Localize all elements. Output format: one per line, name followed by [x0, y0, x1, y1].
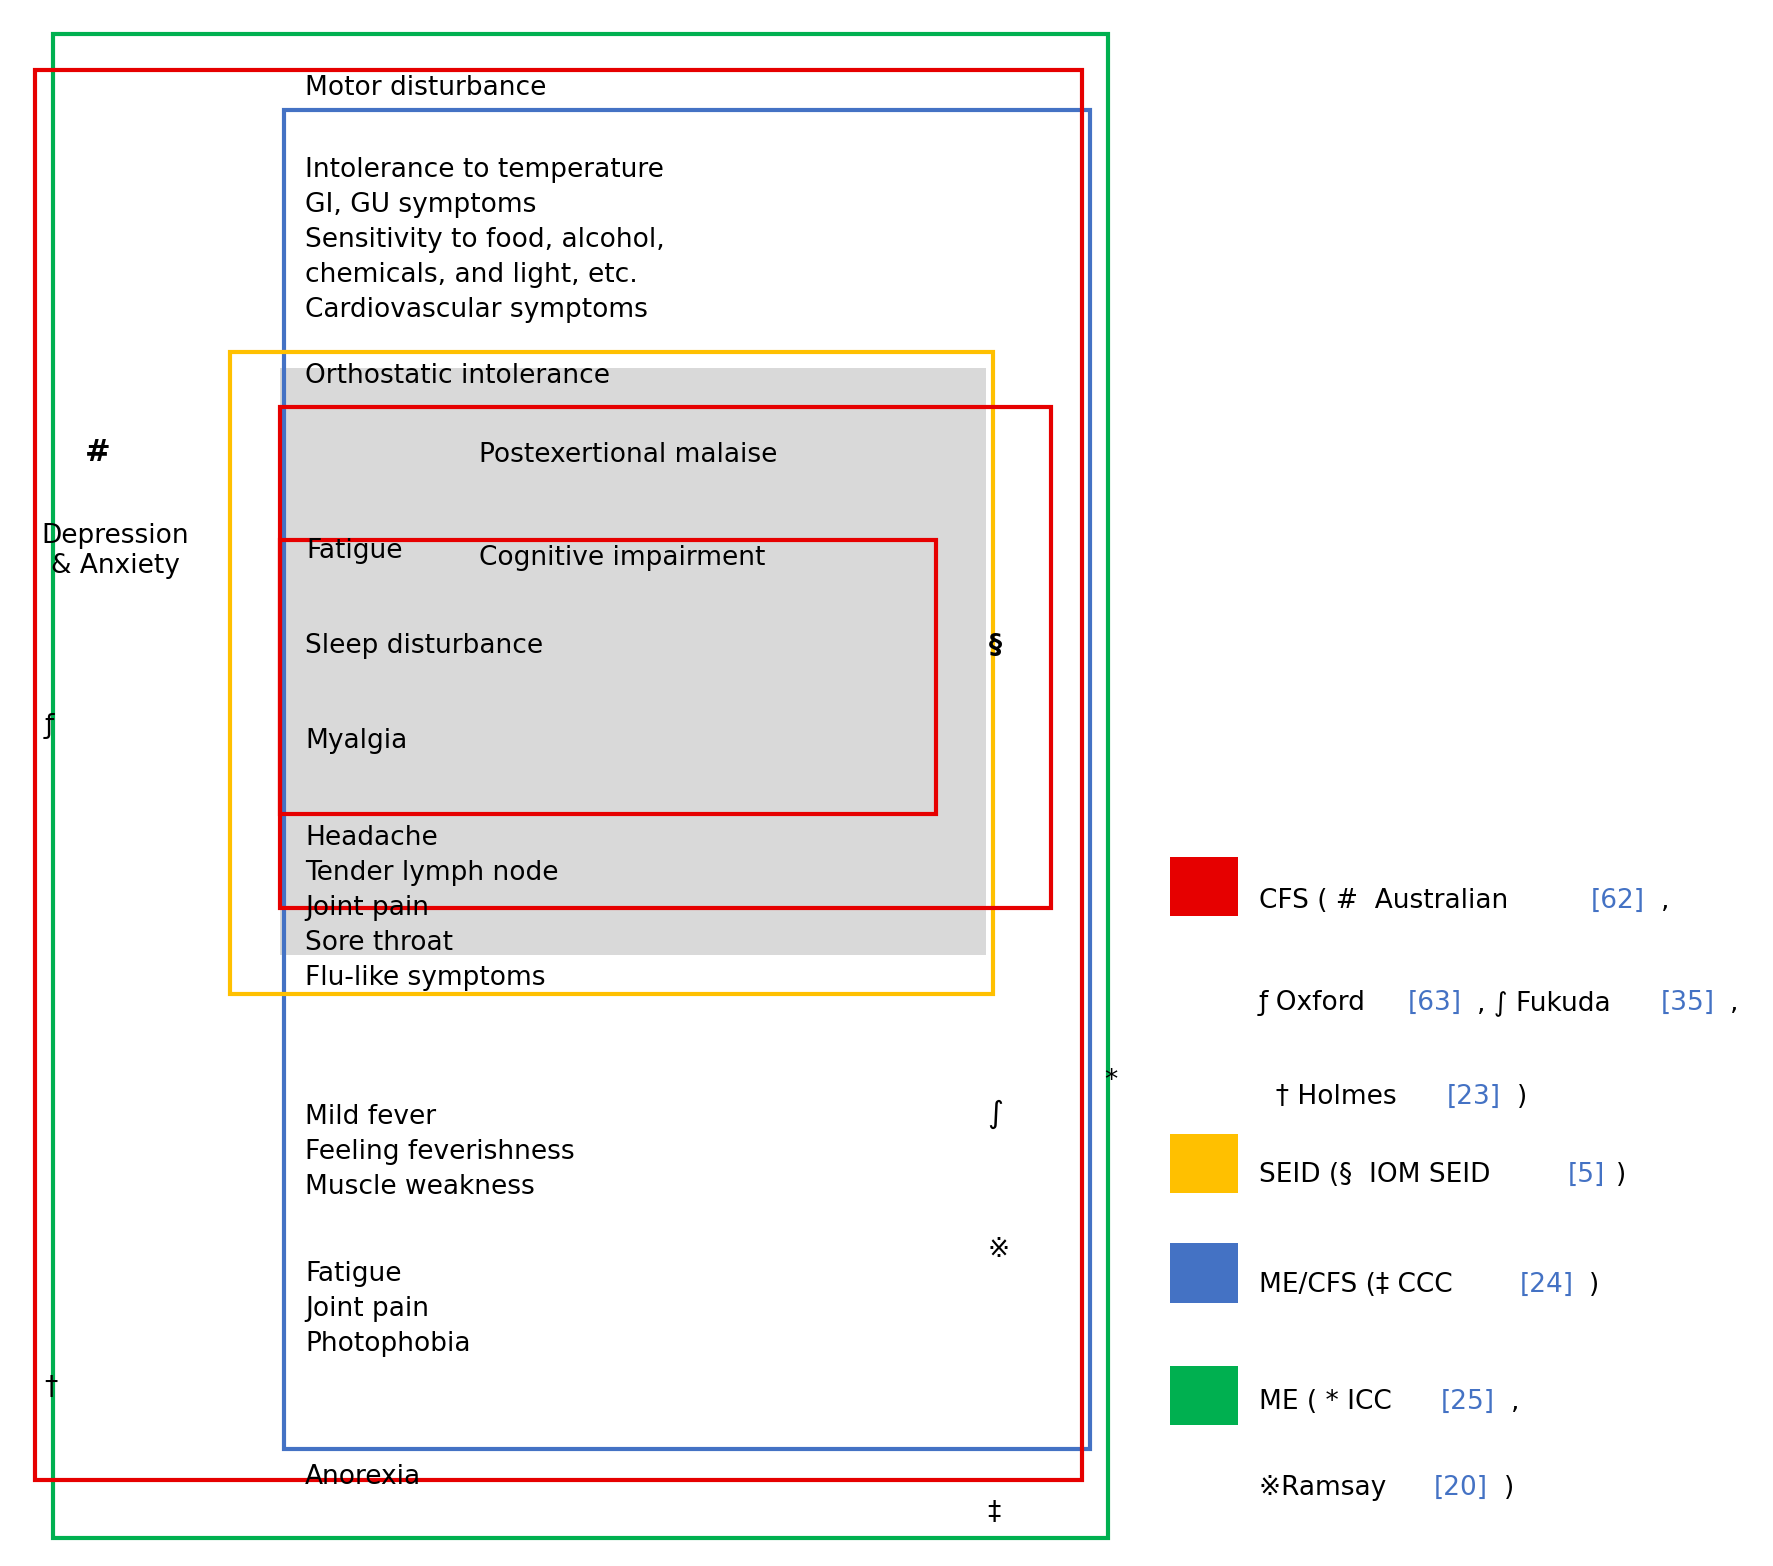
Text: Postexertional malaise: Postexertional malaise	[479, 442, 777, 468]
Text: Motor disturbance: Motor disturbance	[305, 75, 546, 102]
Text: †: †	[44, 1375, 57, 1402]
Text: ,: ,	[1661, 888, 1670, 915]
Bar	[1170, 1366, 1238, 1425]
Text: ‡: ‡	[988, 1500, 1000, 1527]
Text: [24]: [24]	[1519, 1272, 1573, 1298]
Text: §: §	[989, 633, 1002, 659]
Text: , ∫ Fukuda: , ∫ Fukuda	[1477, 990, 1619, 1016]
Text: ※Ramsay: ※Ramsay	[1259, 1475, 1394, 1502]
Bar	[284, 110, 1090, 1449]
Text: [5]: [5]	[1567, 1162, 1605, 1189]
Text: ): )	[1589, 1272, 1599, 1298]
Bar	[1170, 1243, 1238, 1303]
Text: CFS ( #  Australian: CFS ( # Australian	[1259, 888, 1516, 915]
Text: ): )	[1504, 1475, 1514, 1502]
Text: ME/CFS (‡ CCC: ME/CFS (‡ CCC	[1259, 1272, 1461, 1298]
Text: [20]: [20]	[1434, 1475, 1488, 1502]
Text: Fatigue
Joint pain
Photophobia: Fatigue Joint pain Photophobia	[305, 1261, 470, 1356]
Bar	[53, 34, 1108, 1538]
Bar	[35, 70, 1082, 1480]
Text: Cognitive impairment: Cognitive impairment	[479, 545, 766, 572]
Text: ƒ Oxford: ƒ Oxford	[1259, 990, 1374, 1016]
Bar	[280, 540, 936, 814]
Text: ,: ,	[1730, 990, 1739, 1016]
Text: Anorexia: Anorexia	[305, 1464, 420, 1491]
Text: [35]: [35]	[1661, 990, 1714, 1016]
Bar	[1170, 1134, 1238, 1193]
Text: ※: ※	[988, 1237, 1009, 1264]
Text: ,: ,	[1511, 1389, 1519, 1416]
Text: Headache
Tender lymph node
Joint pain
Sore throat
Flu-like symptoms: Headache Tender lymph node Joint pain So…	[305, 825, 558, 991]
Text: #: #	[85, 438, 112, 468]
Bar	[1170, 857, 1238, 916]
Text: Orthostatic intolerance: Orthostatic intolerance	[305, 363, 610, 390]
Bar	[230, 352, 993, 994]
Text: Intolerance to temperature
GI, GU symptoms
Sensitivity to food, alcohol,
chemica: Intolerance to temperature GI, GU sympto…	[305, 157, 665, 323]
Text: ): )	[1617, 1162, 1626, 1189]
Text: Fatigue: Fatigue	[307, 539, 402, 564]
Bar	[280, 407, 1051, 908]
Text: [62]: [62]	[1590, 888, 1645, 915]
Text: ): )	[1518, 1084, 1527, 1110]
Text: SEID (§  IOM SEID: SEID (§ IOM SEID	[1259, 1162, 1498, 1189]
Text: [63]: [63]	[1408, 990, 1461, 1016]
Text: [23]: [23]	[1447, 1084, 1502, 1110]
Text: † Holmes: † Holmes	[1259, 1084, 1404, 1110]
Text: *: *	[1105, 1068, 1117, 1095]
Text: Sleep disturbance: Sleep disturbance	[305, 633, 543, 659]
Text: [25]: [25]	[1441, 1389, 1495, 1416]
Text: ME ( * ICC: ME ( * ICC	[1259, 1389, 1401, 1416]
Text: Depression
& Anxiety: Depression & Anxiety	[41, 523, 190, 579]
Text: Myalgia: Myalgia	[305, 728, 408, 755]
Text: ƒ: ƒ	[44, 713, 53, 739]
Text: ∫: ∫	[988, 1099, 1004, 1129]
Bar	[280, 368, 986, 955]
Text: Mild fever
Feeling feverishness
Muscle weakness: Mild fever Feeling feverishness Muscle w…	[305, 1104, 574, 1200]
